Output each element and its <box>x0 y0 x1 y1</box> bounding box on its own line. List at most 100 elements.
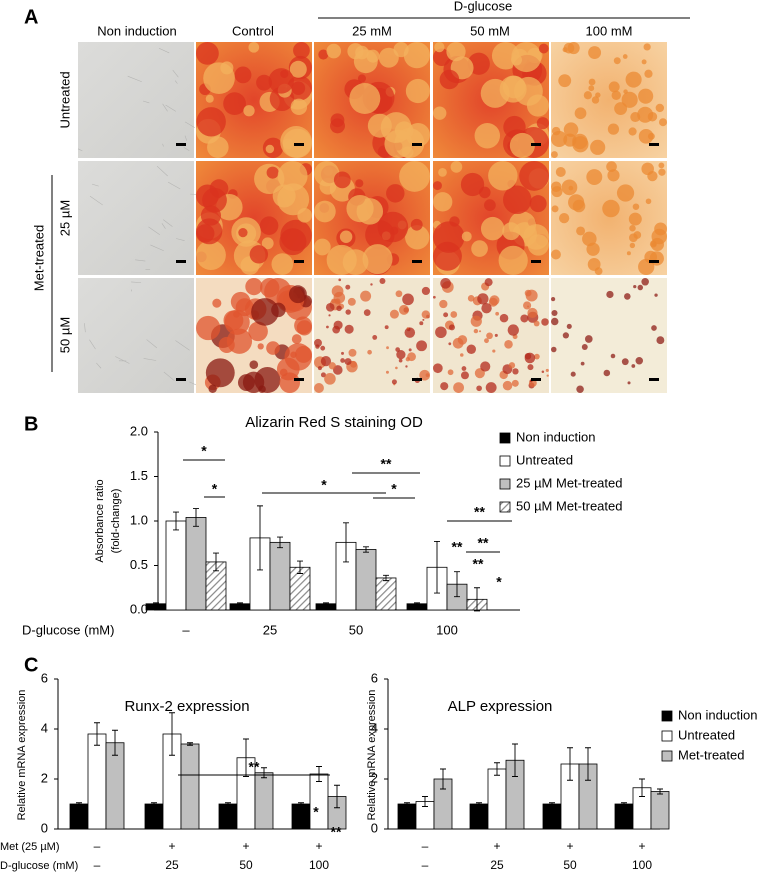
stain <box>435 326 447 339</box>
error-bar <box>323 602 329 606</box>
stain <box>318 49 329 60</box>
stain <box>245 278 263 296</box>
stain <box>504 340 513 349</box>
stain <box>656 336 665 345</box>
stain <box>551 151 558 158</box>
bar <box>469 803 489 830</box>
stain <box>242 371 265 393</box>
row-label: Untreated <box>57 71 72 128</box>
cell <box>165 104 177 112</box>
cell <box>172 69 179 78</box>
stain <box>290 98 308 116</box>
stain <box>266 166 279 179</box>
error-bar <box>94 722 100 746</box>
stain <box>538 43 549 54</box>
stain <box>203 62 235 94</box>
y-axis-label: Absorbance ratio <box>94 479 106 562</box>
significance-label: * <box>313 804 319 820</box>
scale-bar <box>649 143 659 146</box>
cell <box>142 100 150 104</box>
scale-bar <box>649 260 659 263</box>
stain <box>480 216 505 241</box>
stain <box>654 222 667 236</box>
x-tick-label: – <box>94 839 101 853</box>
stain <box>523 301 532 310</box>
stain <box>439 299 448 309</box>
stain <box>208 384 217 393</box>
stain <box>348 348 357 357</box>
stain <box>433 363 443 374</box>
stain <box>632 203 640 211</box>
stain <box>502 222 521 241</box>
stain <box>404 327 416 338</box>
stain <box>326 325 329 329</box>
micrograph <box>78 42 194 158</box>
error-bar <box>298 802 304 806</box>
stain <box>347 297 356 306</box>
stain <box>399 161 430 192</box>
stain <box>591 96 600 104</box>
stain <box>396 350 406 360</box>
stain <box>625 71 642 88</box>
stain <box>362 244 393 275</box>
stain <box>256 74 273 91</box>
cell <box>115 356 130 364</box>
bar <box>487 768 507 830</box>
bar <box>218 803 238 830</box>
stain <box>344 324 354 334</box>
y-tick-label: 4 <box>371 720 378 735</box>
error-bar <box>434 541 440 594</box>
stain <box>248 321 268 342</box>
stain <box>629 242 636 249</box>
x-row-label: D-glucose (mM) <box>0 860 78 872</box>
error-bar <box>151 802 157 806</box>
stain <box>635 356 644 365</box>
stain <box>363 309 371 317</box>
stain <box>471 240 488 257</box>
error-bar <box>585 747 591 781</box>
legend-swatch <box>499 455 511 467</box>
stain <box>485 382 497 393</box>
stain <box>563 133 577 147</box>
cell <box>162 143 164 147</box>
legend-swatch <box>499 432 511 444</box>
stain <box>333 171 351 189</box>
stain <box>586 169 603 186</box>
stain <box>395 290 403 298</box>
chart-title: Alizarin Red S staining OD <box>245 414 423 431</box>
stain <box>326 43 342 59</box>
stain <box>276 357 300 381</box>
error-bar <box>153 602 159 606</box>
cell <box>163 219 173 227</box>
stain <box>433 48 451 67</box>
stain <box>205 94 214 103</box>
bar <box>397 803 417 830</box>
bar <box>291 803 311 830</box>
stain <box>588 78 596 86</box>
stain <box>606 161 617 172</box>
stain <box>238 227 248 238</box>
stain <box>223 92 246 116</box>
legend-label: Non induction <box>678 707 758 722</box>
stain <box>551 346 557 353</box>
stain <box>624 293 631 300</box>
x-tick-label: + <box>315 839 322 853</box>
stain <box>433 241 462 271</box>
group-header: D-glucose <box>454 0 513 13</box>
stain <box>508 362 516 369</box>
stain <box>610 353 616 359</box>
stain <box>243 105 255 117</box>
legend-swatch <box>661 710 673 722</box>
stain <box>558 213 570 224</box>
error-bar <box>494 762 500 776</box>
stain <box>326 244 357 275</box>
stain <box>502 75 526 99</box>
stain <box>336 305 342 312</box>
stain <box>405 365 408 368</box>
stain <box>644 69 653 78</box>
stain <box>495 311 500 316</box>
y-tick-label: 1.0 <box>130 512 148 527</box>
cell <box>161 223 166 229</box>
stain <box>588 46 602 60</box>
stain <box>345 309 351 315</box>
